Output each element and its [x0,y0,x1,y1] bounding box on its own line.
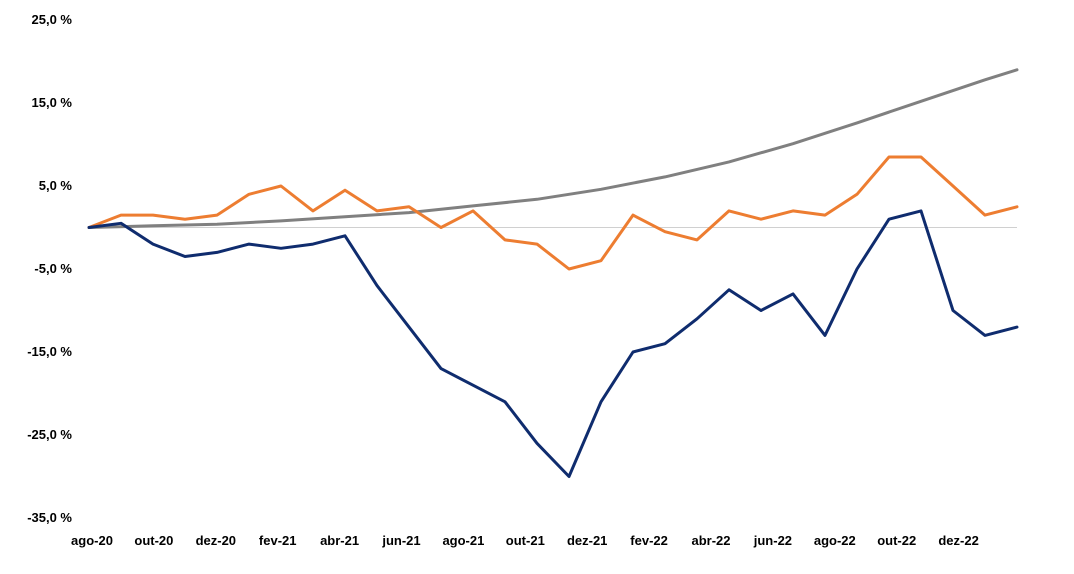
x-tick-label: out-21 [506,533,545,548]
x-axis: ago-20 out-20 dez-20 fev-21 abr-21 jun-21 ago-… [71,533,979,548]
series-layer [87,68,1019,478]
series-line-0 [87,68,1019,229]
x-tick-label: dez-21 [567,533,607,548]
x-tick-label: ago-20 [71,533,113,548]
y-axis: 25,0 % 15,0 % 5,0 % -5,0 % -15,0 % -25,0 % -35… [27,12,72,525]
x-tick-label: dez-20 [196,533,236,548]
x-tick-label: ago-22 [814,533,856,548]
y-tick-label: 5,0 % [39,178,73,193]
y-tick-label: 15,0 % [32,95,73,110]
x-tick-label: out-22 [877,533,916,548]
x-tick-label: ago-21 [442,533,484,548]
y-tick-label: 25,0 % [32,12,73,27]
series-line-1 [87,155,1019,271]
x-tick-label: abr-22 [691,533,730,548]
x-tick-label: fev-22 [630,533,668,548]
series-line-2 [87,209,1019,478]
y-tick-label: -35,0 % [27,510,72,525]
x-tick-label: out-20 [134,533,173,548]
x-tick-label: jun-22 [753,533,792,548]
y-tick-label: -5,0 % [34,261,72,276]
y-tick-label: -25,0 % [27,427,72,442]
y-tick-label: -15,0 % [27,344,72,359]
x-tick-label: fev-21 [259,533,297,548]
x-tick-label: jun-21 [381,533,420,548]
x-tick-label: dez-22 [938,533,978,548]
x-tick-label: abr-21 [320,533,359,548]
